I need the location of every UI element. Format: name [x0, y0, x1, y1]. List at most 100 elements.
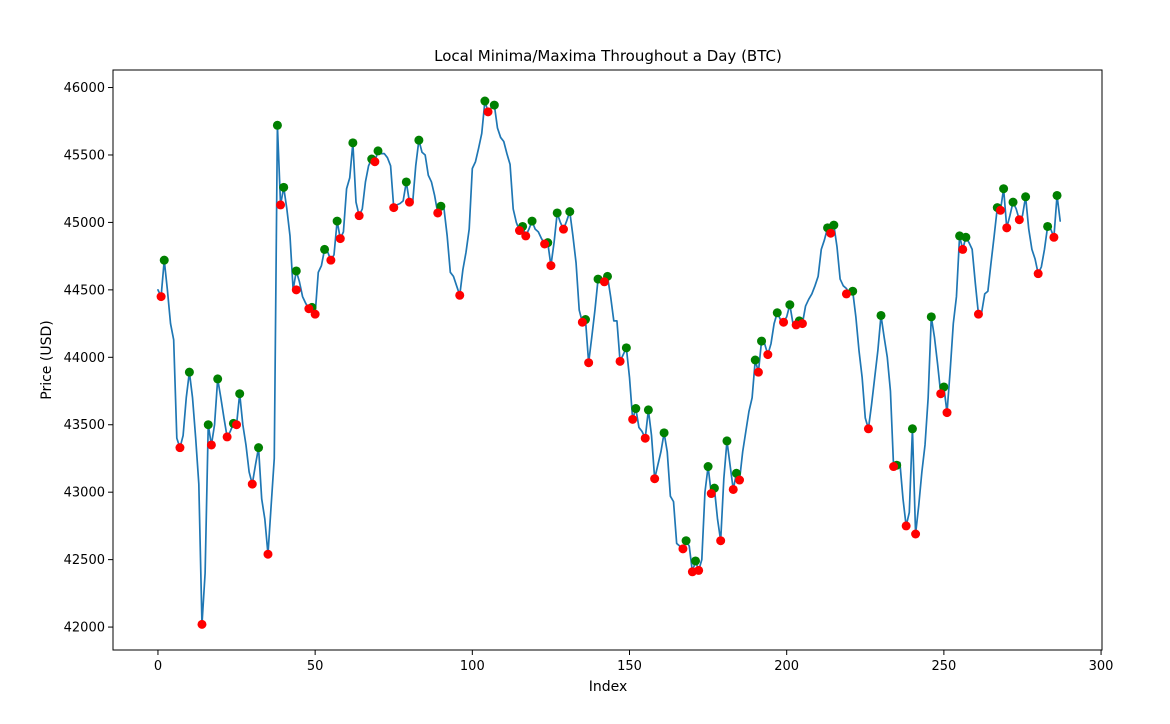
- x-tick-label: 0: [154, 659, 162, 674]
- local-minimum-point: [735, 475, 745, 485]
- local-minimum-point: [958, 244, 968, 254]
- local-minimum-point: [640, 433, 650, 443]
- local-minimum-point: [973, 309, 983, 319]
- local-minimum-point: [1033, 269, 1043, 279]
- y-tick-label: 43000: [64, 486, 105, 501]
- local-maximum-point: [772, 308, 782, 318]
- local-maximum-point: [731, 468, 741, 478]
- local-minimum-point: [206, 440, 216, 450]
- local-maximum-point: [1052, 190, 1062, 200]
- local-minimum-point: [276, 200, 286, 210]
- local-maximum-point: [722, 436, 732, 446]
- x-tick-label: 250: [931, 659, 956, 674]
- local-minimum-point: [521, 231, 531, 241]
- local-minimum-point: [797, 319, 807, 329]
- local-minimum-point: [841, 289, 851, 299]
- local-maximum-point: [254, 443, 264, 453]
- local-minimum-point: [546, 261, 556, 271]
- local-minimum-point: [558, 224, 568, 234]
- local-maxima-points: [159, 96, 1062, 566]
- local-minimum-point: [326, 255, 336, 265]
- local-minimum-point: [826, 228, 836, 238]
- local-minimum-point: [615, 356, 625, 366]
- x-axis: 0 50 100 150 200 250 300: [154, 650, 1114, 674]
- local-maximum-point: [203, 420, 213, 430]
- local-minimum-point: [304, 304, 314, 314]
- local-minimum-point: [222, 432, 232, 442]
- local-maximum-point: [691, 556, 701, 566]
- x-tick-label: 50: [307, 659, 324, 674]
- local-maximum-point: [279, 182, 289, 192]
- y-tick-label: 43500: [64, 418, 105, 433]
- local-maximum-point: [907, 424, 917, 434]
- local-maximum-point: [272, 120, 282, 130]
- plot-frame: [112, 69, 1103, 651]
- local-maximum-point: [489, 100, 499, 110]
- local-maximum-point: [999, 184, 1009, 194]
- local-minimum-point: [354, 211, 364, 221]
- local-minimum-point: [404, 197, 414, 207]
- y-axis-label: Price (USD): [39, 320, 55, 399]
- local-maximum-point: [184, 367, 194, 377]
- local-minimum-point: [1014, 215, 1024, 225]
- local-maximum-point: [373, 146, 383, 156]
- x-tick-label: 200: [774, 659, 799, 674]
- local-maximum-point: [159, 255, 169, 265]
- local-maximum-point: [348, 138, 358, 148]
- local-minimum-point: [650, 474, 660, 484]
- local-minimum-point: [678, 544, 688, 554]
- local-maximum-point: [414, 135, 424, 145]
- x-tick-label: 150: [617, 659, 642, 674]
- local-minimum-point: [889, 462, 899, 472]
- local-maximum-point: [552, 208, 562, 218]
- local-maximum-point: [659, 428, 669, 438]
- local-maximum-point: [631, 404, 641, 414]
- local-maximum-point: [643, 405, 653, 415]
- local-maximum-point: [757, 336, 767, 346]
- local-minima-points: [156, 107, 1059, 629]
- local-minimum-point: [1002, 223, 1012, 233]
- local-maximum-point: [401, 177, 411, 187]
- local-minimum-point: [455, 290, 465, 300]
- local-minimum-point: [753, 367, 763, 377]
- local-minimum-point: [694, 565, 704, 575]
- local-minimum-point: [370, 157, 380, 167]
- local-maximum-point: [527, 216, 537, 226]
- local-maximum-point: [213, 374, 223, 384]
- local-maximum-point: [332, 216, 342, 226]
- local-maximum-point: [621, 343, 631, 353]
- plot-area: [112, 69, 1103, 651]
- local-minimum-point: [483, 107, 493, 117]
- local-minimum-point: [584, 358, 594, 368]
- x-tick-label: 100: [460, 659, 485, 674]
- y-tick-label: 44000: [64, 351, 105, 366]
- x-tick-label: 300: [1089, 659, 1114, 674]
- local-minimum-point: [514, 226, 524, 236]
- local-maximum-point: [480, 96, 490, 106]
- local-minimum-point: [197, 619, 207, 629]
- local-minimum-point: [263, 549, 273, 559]
- local-minimum-point: [728, 484, 738, 494]
- y-tick-label: 45500: [64, 148, 105, 163]
- local-maximum-point: [565, 207, 575, 217]
- local-minimum-point: [247, 479, 257, 489]
- local-maximum-point: [1021, 192, 1031, 202]
- local-minimum-point: [942, 408, 952, 418]
- local-maximum-point: [750, 355, 760, 365]
- local-minimum-point: [232, 420, 242, 430]
- local-minimum-point: [995, 205, 1005, 215]
- local-maximum-point: [703, 462, 713, 472]
- y-tick-label: 44500: [64, 283, 105, 298]
- local-minimum-point: [577, 317, 587, 327]
- local-maximum-point: [1043, 221, 1053, 231]
- local-maximum-point: [436, 201, 446, 211]
- local-minimum-point: [310, 309, 320, 319]
- series-line-group: [157, 100, 1062, 626]
- local-minimum-point: [433, 208, 443, 218]
- local-maximum-point: [681, 536, 691, 546]
- local-maximum-point: [939, 382, 949, 392]
- local-minimum-point: [291, 285, 301, 295]
- local-minimum-point: [335, 234, 345, 244]
